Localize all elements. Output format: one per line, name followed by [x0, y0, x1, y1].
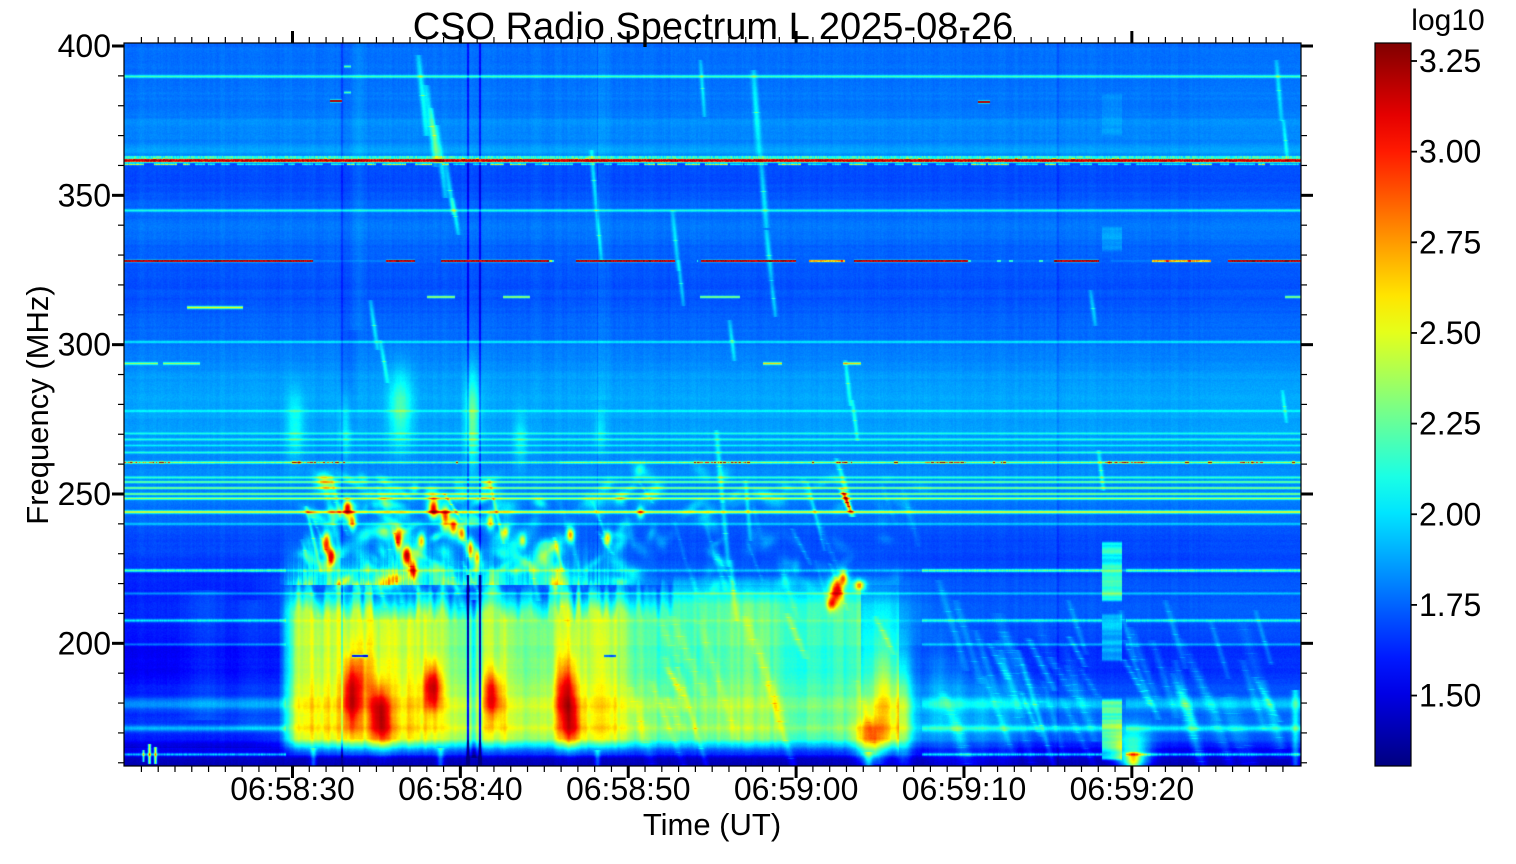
svg-text:3.00: 3.00: [1419, 134, 1481, 170]
svg-text:06:58:40: 06:58:40: [398, 771, 523, 807]
svg-text:2.75: 2.75: [1419, 224, 1481, 260]
svg-text:3.25: 3.25: [1419, 43, 1481, 79]
svg-text:06:59:10: 06:59:10: [902, 771, 1027, 807]
svg-text:Time (UT): Time (UT): [643, 807, 781, 842]
svg-text:log10: log10: [1411, 4, 1484, 37]
svg-text:1.50: 1.50: [1419, 678, 1481, 714]
svg-text:06:58:50: 06:58:50: [566, 771, 691, 807]
svg-text:2.25: 2.25: [1419, 406, 1481, 442]
svg-text:250: 250: [58, 476, 111, 512]
svg-text:2.00: 2.00: [1419, 496, 1481, 532]
svg-text:06:58:30: 06:58:30: [230, 771, 355, 807]
svg-text:200: 200: [58, 625, 111, 661]
svg-text:CSO Radio Spectrum L 2025-08-2: CSO Radio Spectrum L 2025-08-26: [413, 6, 1014, 48]
svg-text:Frequency (MHz): Frequency (MHz): [20, 285, 55, 524]
svg-text:300: 300: [58, 327, 111, 363]
svg-text:06:59:00: 06:59:00: [734, 771, 859, 807]
svg-text:350: 350: [58, 177, 111, 213]
svg-text:2.50: 2.50: [1419, 315, 1481, 351]
svg-text:400: 400: [58, 28, 111, 64]
svg-text:06:59:20: 06:59:20: [1070, 771, 1195, 807]
svg-text:1.75: 1.75: [1419, 587, 1481, 623]
